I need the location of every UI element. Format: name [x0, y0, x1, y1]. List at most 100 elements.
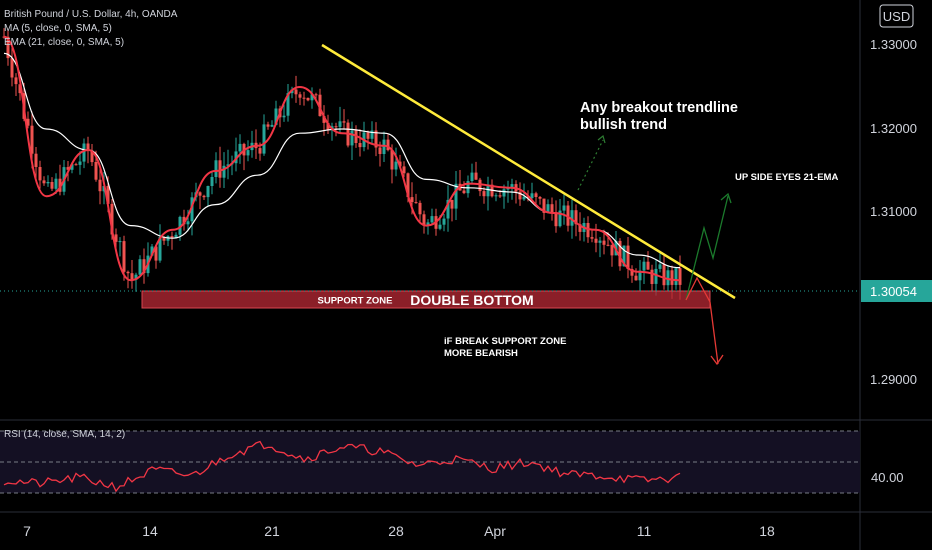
candle-body — [314, 94, 318, 96]
candle-body — [554, 212, 558, 227]
time-tick: 14 — [142, 523, 158, 539]
candle-body — [26, 118, 30, 126]
candle-body — [442, 218, 446, 225]
time-tick: Apr — [484, 523, 506, 539]
candle-body — [30, 125, 34, 154]
candle-body — [454, 183, 458, 209]
candle-body — [526, 196, 530, 199]
candle-body — [126, 271, 130, 274]
candle-body — [610, 244, 614, 256]
candle-body — [322, 116, 326, 123]
candle-body — [326, 122, 330, 130]
candle-body — [646, 261, 650, 270]
candle-body — [66, 167, 70, 170]
candle-body — [78, 161, 82, 165]
candle-body — [94, 162, 98, 180]
candle-body — [226, 164, 230, 166]
candle-body — [570, 210, 574, 226]
candle-body — [410, 197, 414, 203]
breakout-note-line1: Any breakout trendline — [580, 100, 738, 116]
candle-body — [110, 203, 114, 235]
candle-body — [430, 216, 434, 223]
support-zone-rect — [141, 290, 711, 309]
candle-body — [378, 147, 382, 154]
candle-body — [222, 165, 226, 178]
candle-body — [542, 198, 546, 213]
candle-body — [14, 77, 18, 85]
candle-body — [562, 205, 566, 211]
candle-body — [342, 121, 346, 123]
candle-body — [50, 182, 54, 189]
candle-body — [486, 184, 490, 197]
candle-body — [210, 177, 214, 186]
candle-body — [118, 241, 122, 243]
candle-body — [494, 195, 498, 197]
candle-body — [666, 270, 670, 286]
time-tick: 18 — [759, 523, 775, 539]
candle-body — [58, 178, 62, 192]
time-tick: 28 — [388, 523, 404, 539]
rsi-legend[interactable]: RSI (14, close, SMA, 14, 2) — [4, 429, 125, 440]
candle-body — [622, 245, 626, 267]
candle-body — [602, 240, 606, 245]
candle-body — [106, 186, 110, 204]
candle-body — [298, 94, 302, 98]
candle-body — [558, 210, 562, 227]
candle-body — [426, 222, 430, 226]
time-tick: 21 — [264, 523, 280, 539]
candle-body — [182, 216, 186, 225]
candle-body — [366, 132, 370, 139]
candle-body — [150, 246, 154, 256]
time-tick: 11 — [637, 523, 652, 539]
candle-body — [470, 172, 474, 181]
candle-body — [386, 139, 390, 151]
candle-body — [302, 97, 306, 99]
candle-body — [510, 184, 514, 189]
candle-body — [134, 274, 138, 280]
ma-legend[interactable]: MA (5, close, 0, SMA, 5) — [4, 23, 112, 34]
candle-body — [334, 126, 338, 128]
candle-body — [654, 268, 658, 284]
current-price-badge — [861, 280, 932, 302]
candle-body — [286, 93, 290, 116]
time-tick: 7 — [23, 523, 31, 539]
candle-body — [534, 193, 538, 197]
candle-body — [142, 259, 146, 274]
candle-body — [282, 115, 286, 118]
upside-note: UP SIDE EYES 21-EMA — [735, 172, 838, 183]
candle-body — [206, 186, 210, 198]
candle-body — [46, 182, 50, 184]
candle-body — [634, 275, 638, 281]
candle-body — [162, 237, 166, 241]
candle-body — [274, 108, 278, 125]
breakout-note-line2: bullish trend — [580, 117, 667, 133]
double-bottom-label: DOUBLE BOTTOM — [410, 292, 533, 308]
candle-body — [6, 36, 10, 59]
candle-body — [122, 241, 126, 272]
candle-body — [650, 269, 654, 284]
candle-body — [82, 143, 86, 162]
candle-body — [42, 180, 46, 184]
candle-body — [370, 130, 374, 139]
candle-body — [154, 246, 158, 261]
price-tick: 1.32000 — [870, 121, 917, 136]
candle-body — [406, 173, 410, 198]
price-tick: 1.29000 — [870, 372, 917, 387]
candle-body — [350, 130, 354, 146]
candle-body — [306, 97, 310, 101]
candle-body — [662, 264, 666, 286]
ema-legend[interactable]: EMA (21, close, 0, SMA, 5) — [4, 37, 124, 48]
current-price-value: 1.30054 — [870, 284, 917, 299]
candle-body — [418, 202, 422, 215]
candle-body — [178, 216, 182, 235]
bearish-arrowhead-icon — [710, 354, 724, 366]
currency-button[interactable] — [879, 4, 914, 28]
candle-body — [390, 150, 394, 170]
candle-body — [518, 191, 522, 200]
price-tick: 1.31000 — [870, 204, 917, 219]
candle-body — [482, 191, 486, 197]
descending-trendline[interactable] — [321, 43, 736, 300]
candle-body — [246, 150, 250, 156]
candle-body — [578, 224, 582, 232]
